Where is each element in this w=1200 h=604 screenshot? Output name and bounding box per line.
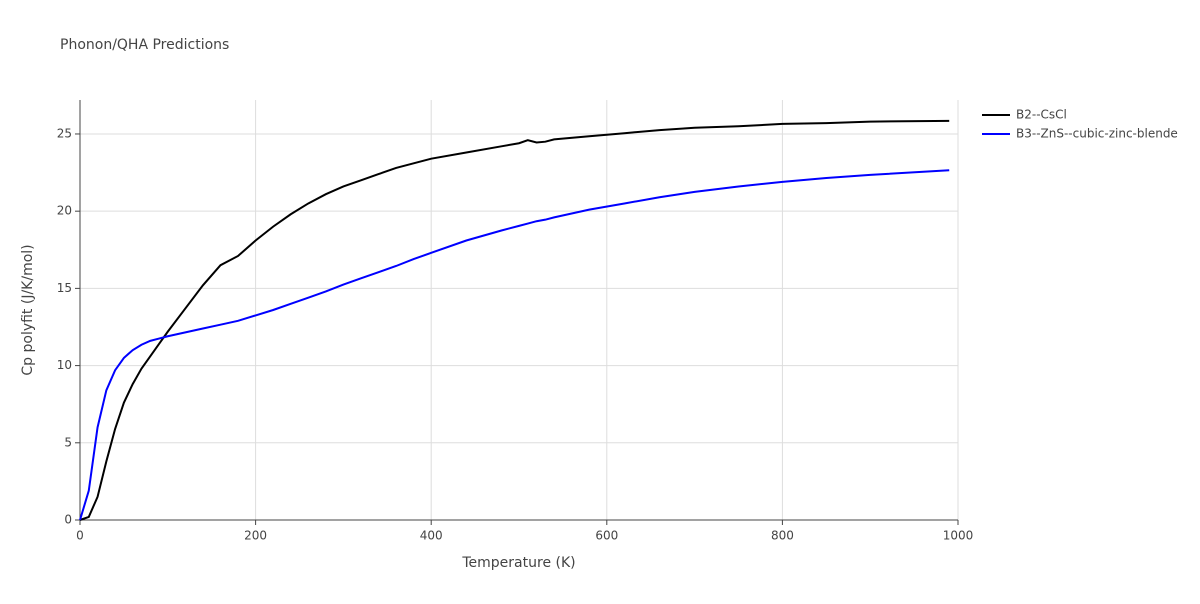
- y-tick-label: 5: [64, 435, 72, 449]
- x-tick-label: 400: [420, 529, 443, 543]
- legend-label: B3--ZnS--cubic-zinc-blende: [1016, 127, 1178, 141]
- x-tick-label: 200: [244, 529, 267, 543]
- x-axis-label: Temperature (K): [461, 555, 575, 571]
- series-line: [79, 169, 950, 521]
- y-tick-label: 0: [64, 513, 72, 527]
- chart-title: Phonon/QHA Predictions: [60, 37, 229, 53]
- x-tick-label: 0: [76, 529, 84, 543]
- y-axis-label: Cp polyfit (J/K/mol): [20, 244, 36, 375]
- y-tick-label: 25: [57, 126, 72, 140]
- x-tick-label: 800: [771, 529, 794, 543]
- y-tick-label: 20: [57, 204, 72, 218]
- y-tick-label: 15: [57, 281, 72, 295]
- legend-label: B2--CsCl: [1016, 108, 1067, 122]
- series-line: [79, 119, 950, 521]
- x-tick-label: 1000: [943, 529, 974, 543]
- y-tick-label: 10: [57, 358, 72, 372]
- x-tick-label: 600: [595, 529, 618, 543]
